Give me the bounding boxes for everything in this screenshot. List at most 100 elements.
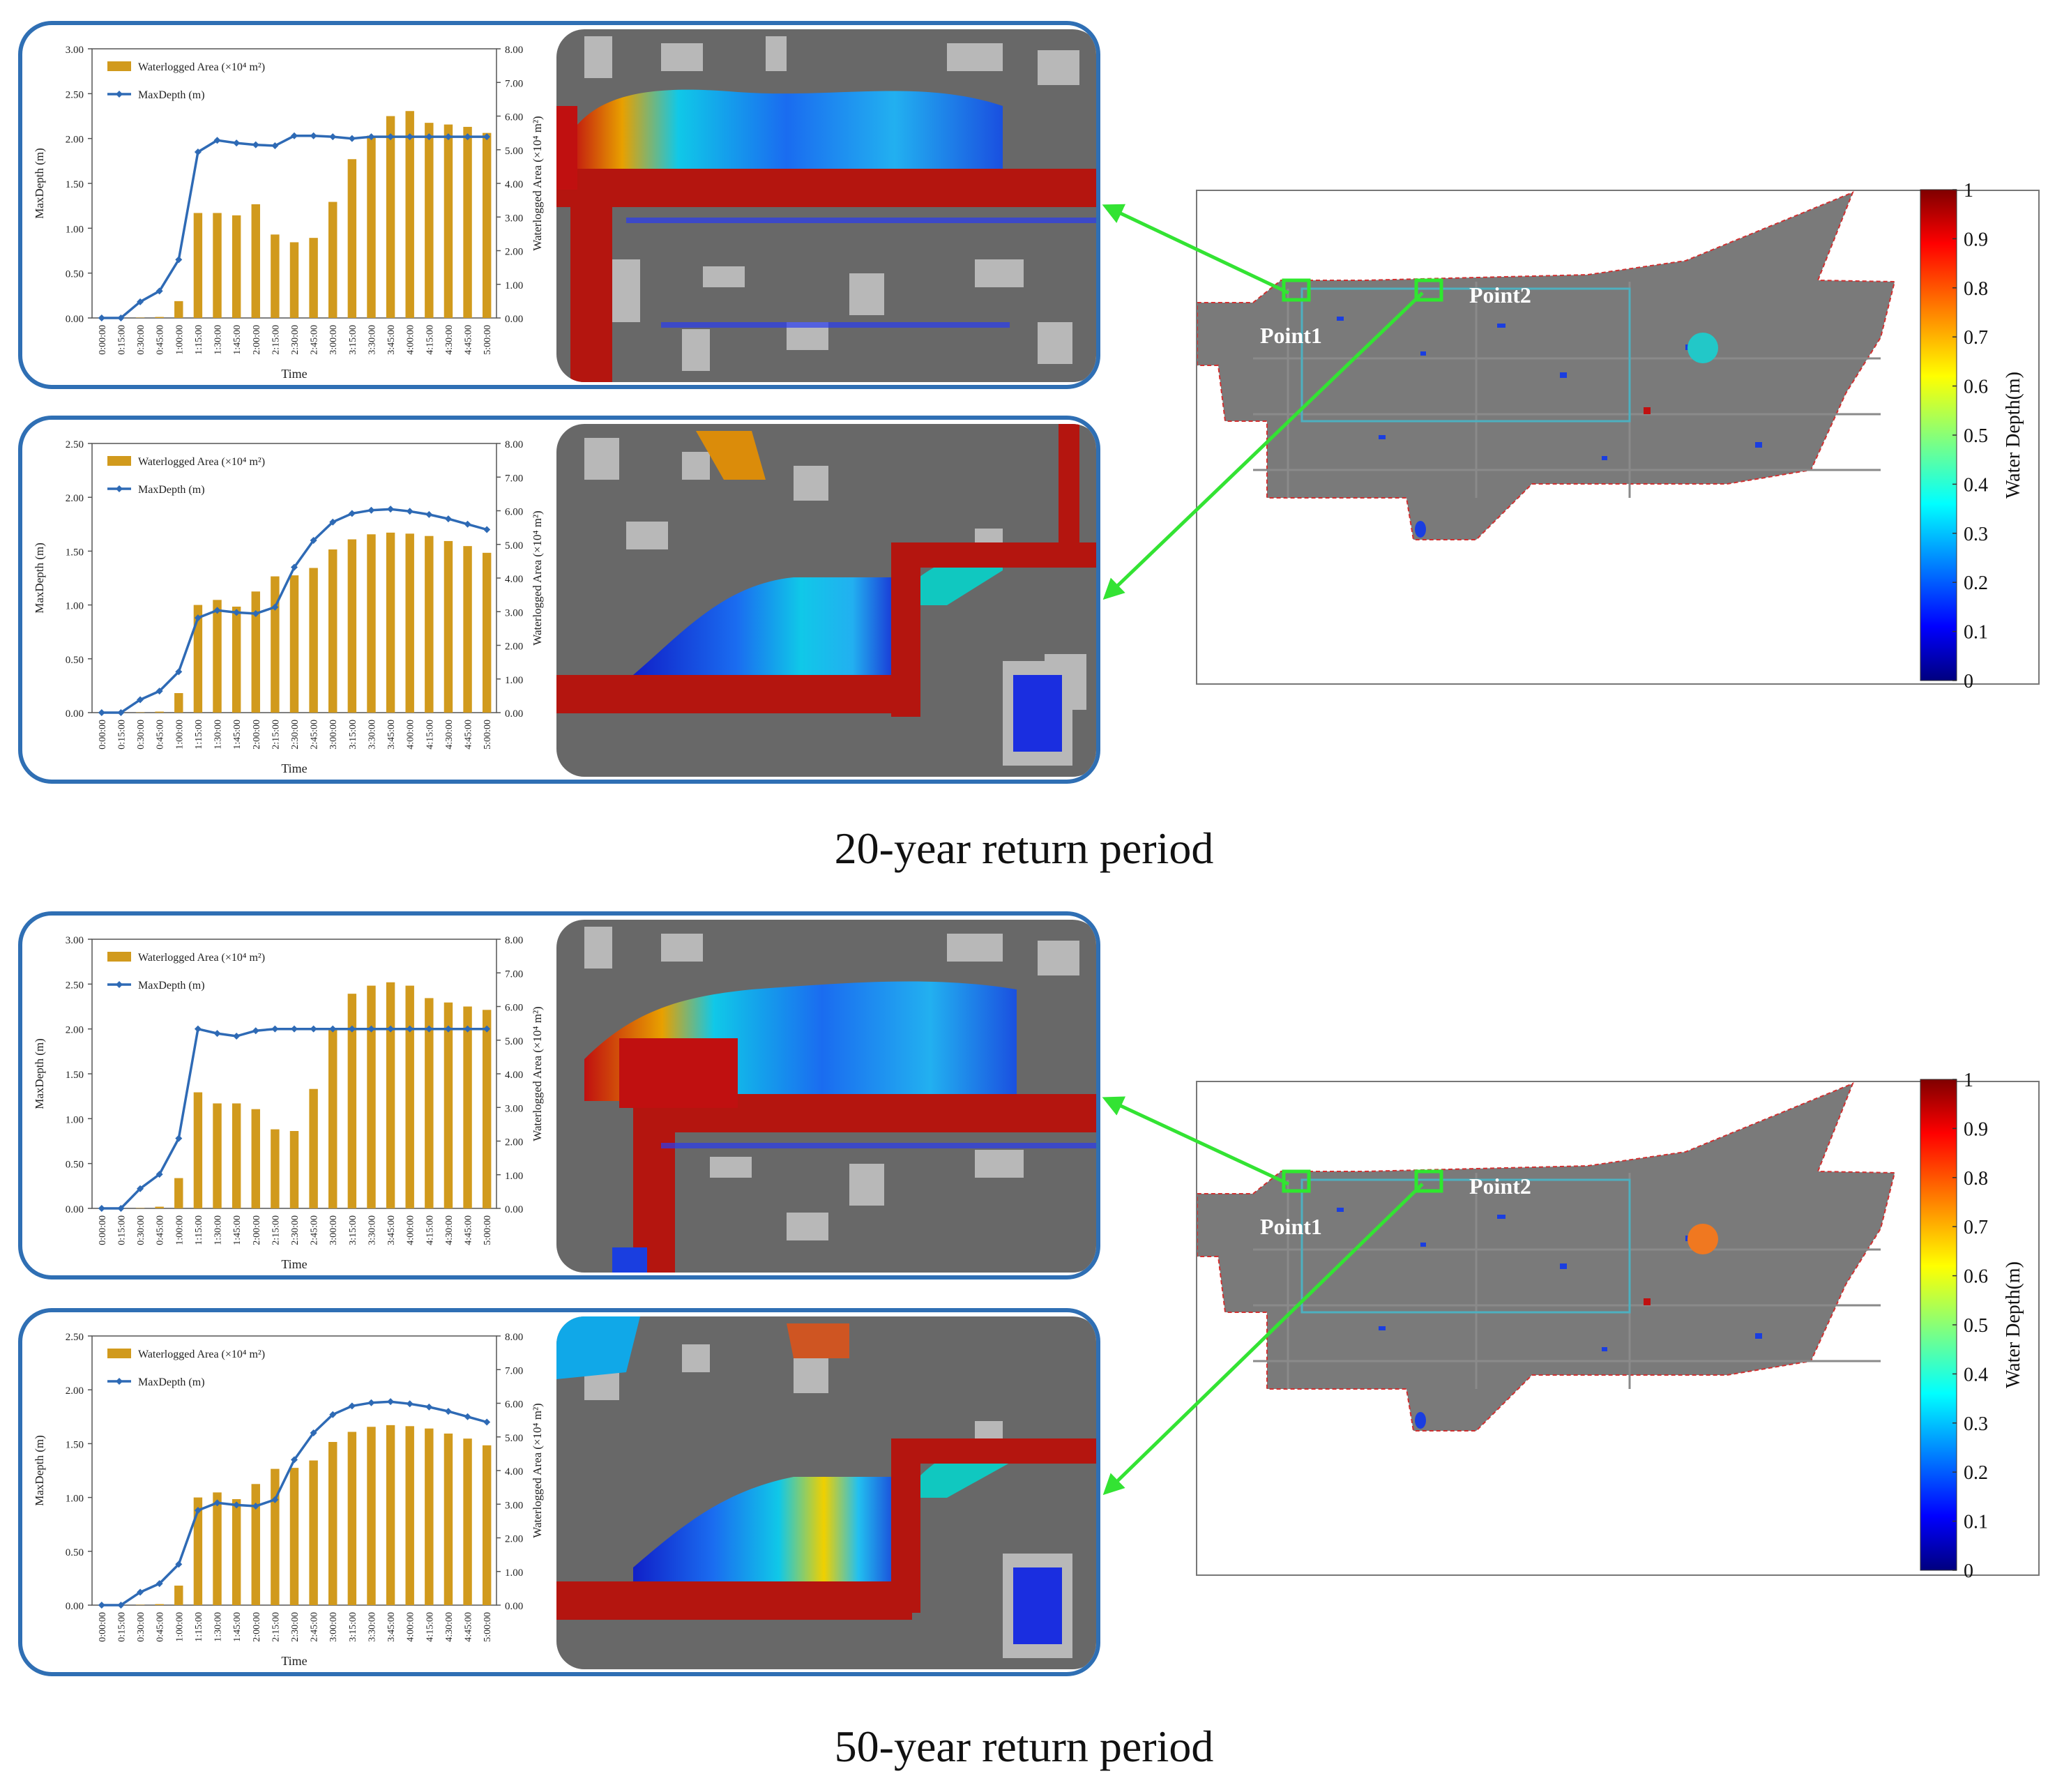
zoom-map-image	[556, 424, 1096, 777]
colorbar-20y: 1 0.9 0.8 0.7 0.6 0.5 0.4 0.3 0.2 0.1 0 Water Dept…	[1920, 183, 2024, 692]
line-point	[213, 1030, 221, 1038]
zoom-map-image	[556, 1316, 1096, 1669]
bar	[328, 1028, 337, 1208]
x-tick-label: 2:45:00	[310, 1612, 320, 1642]
x-tick-label: 1:45:00	[232, 1612, 243, 1642]
y2-axis-label: Waterlogged Area (×10⁴ m²)	[531, 510, 544, 645]
x-tick-label: 4:30:00	[444, 720, 455, 750]
line-point	[310, 536, 317, 544]
line-point	[425, 1403, 433, 1411]
bar	[174, 1586, 183, 1605]
y2-tick-label: 8.00	[505, 439, 523, 450]
y2-axis-label: Waterlogged Area (×10⁴ m²)	[531, 116, 544, 250]
y-tick-label: 0.00	[66, 708, 84, 720]
y2-tick-label: 8.00	[505, 935, 523, 946]
y2-tick-label: 7.00	[505, 1365, 523, 1376]
x-axis-label: Time	[281, 367, 307, 381]
zoom-map-image	[556, 920, 1096, 1273]
point2-label: Point2	[1469, 282, 1531, 307]
zoom-map-point2	[556, 424, 1096, 777]
bar	[193, 213, 203, 318]
bar	[347, 1432, 357, 1605]
combo-chart: 0.00 0.50 1.00 1.50 2.00 2.50 0.00 1.00 2.00 3.00…	[33, 1332, 544, 1668]
line-point	[175, 1561, 183, 1568]
x-tick-label: 0:30:00	[136, 720, 146, 750]
line-point	[117, 709, 125, 716]
colorbar-tick-label: 0	[1964, 671, 1973, 692]
x-tick-label: 2:15:00	[271, 1612, 281, 1642]
x-tick-label: 1:00:00	[174, 1612, 185, 1642]
line-point	[464, 1025, 471, 1033]
x-tick-label: 1:30:00	[213, 325, 224, 355]
bar	[443, 1002, 453, 1208]
line-point	[213, 137, 221, 144]
chart-panel-20y-point2: 0.00 0.50 1.00 1.50 2.00 2.50 0.00 1.00 2.00 3.00…	[18, 416, 1100, 784]
x-tick-label: 4:00:00	[406, 720, 416, 750]
x-tick-label: 2:45:00	[310, 720, 320, 750]
zoom-map-image	[556, 29, 1096, 382]
line-point	[117, 1602, 125, 1609]
colorbar-title: Water Depth(m)	[2003, 1261, 2024, 1388]
y2-tick-label: 7.00	[505, 969, 523, 980]
line-point	[406, 1025, 414, 1033]
colorbar-tick-label: 1	[1964, 1072, 1973, 1091]
legend-bar-label: Waterlogged Area (×10⁴ m²)	[138, 1349, 265, 1360]
bar	[386, 1425, 395, 1605]
bar	[482, 132, 492, 318]
bar	[482, 552, 492, 713]
zoom-map-point2	[556, 1316, 1096, 1669]
y-tick-label: 2.00	[66, 135, 84, 146]
bar	[347, 159, 357, 318]
bar	[155, 317, 164, 318]
colorbar-tick-label: 0.5	[1964, 425, 1988, 447]
line-point	[233, 1501, 241, 1509]
x-tick-label: 1:00:00	[174, 325, 185, 355]
x-tick-label: 0:00:00	[98, 1612, 108, 1642]
bar	[213, 600, 222, 713]
chart-panel-50y-point1: 0.00 0.50 1.00 1.50 2.00 2.50 3.00 0.00 1.00 2.00…	[18, 911, 1100, 1280]
zoom-map-point1	[556, 29, 1096, 382]
x-tick-label: 1:00:00	[174, 1215, 185, 1245]
line-point	[444, 1408, 452, 1415]
x-tick-label: 3:15:00	[348, 325, 358, 355]
y2-tick-label: 4.00	[505, 1070, 523, 1081]
line-point	[98, 314, 105, 321]
bar	[463, 1438, 472, 1605]
y2-tick-label: 6.00	[505, 507, 523, 518]
bar	[328, 549, 337, 713]
x-tick-label: 0:15:00	[116, 1215, 127, 1245]
bar	[251, 1109, 260, 1208]
x-tick-label: 3:15:00	[348, 1215, 358, 1245]
x-tick-label: 0:15:00	[116, 720, 127, 750]
x-tick-label: 0:30:00	[136, 1612, 146, 1642]
colorbar-tick-label: 0.8	[1964, 1168, 1988, 1190]
line-point	[348, 510, 356, 517]
y2-tick-label: 5.00	[505, 146, 523, 157]
x-tick-label: 0:45:00	[156, 1612, 166, 1642]
colorbar-tick-label: 0.6	[1964, 377, 1988, 398]
x-tick-label: 3:15:00	[348, 720, 358, 750]
y-axis-label: MaxDepth (m)	[33, 1038, 46, 1109]
bar	[367, 534, 376, 713]
bar	[232, 1499, 241, 1605]
chart-panel-50y-point2: 0.00 0.50 1.00 1.50 2.00 2.50 0.00 1.00 2.00 3.00…	[18, 1308, 1100, 1676]
colorbar-title: Water Depth(m)	[2003, 372, 2024, 499]
x-tick-label: 0:15:00	[116, 325, 127, 355]
colorbar-tick-label: 0.1	[1964, 622, 1988, 644]
line-point	[117, 1205, 125, 1212]
line-point	[444, 515, 452, 523]
legend-line-marker	[116, 981, 123, 988]
y-tick-label: 1.00	[66, 224, 84, 235]
x-tick-label: 1:00:00	[174, 720, 185, 750]
y2-tick-label: 3.00	[505, 607, 523, 618]
line-point	[156, 688, 163, 695]
x-tick-label: 4:45:00	[464, 720, 474, 750]
line-point	[117, 314, 125, 321]
bar	[309, 1088, 318, 1208]
x-tick-label: 3:30:00	[367, 720, 377, 750]
y2-tick-label: 0.00	[505, 314, 523, 325]
combo-chart: 0.00 0.50 1.00 1.50 2.00 2.50 3.00 0.00 1.00 2.00…	[33, 935, 544, 1271]
bar	[367, 985, 376, 1208]
bar	[155, 1604, 164, 1605]
x-tick-label: 2:00:00	[252, 325, 262, 355]
